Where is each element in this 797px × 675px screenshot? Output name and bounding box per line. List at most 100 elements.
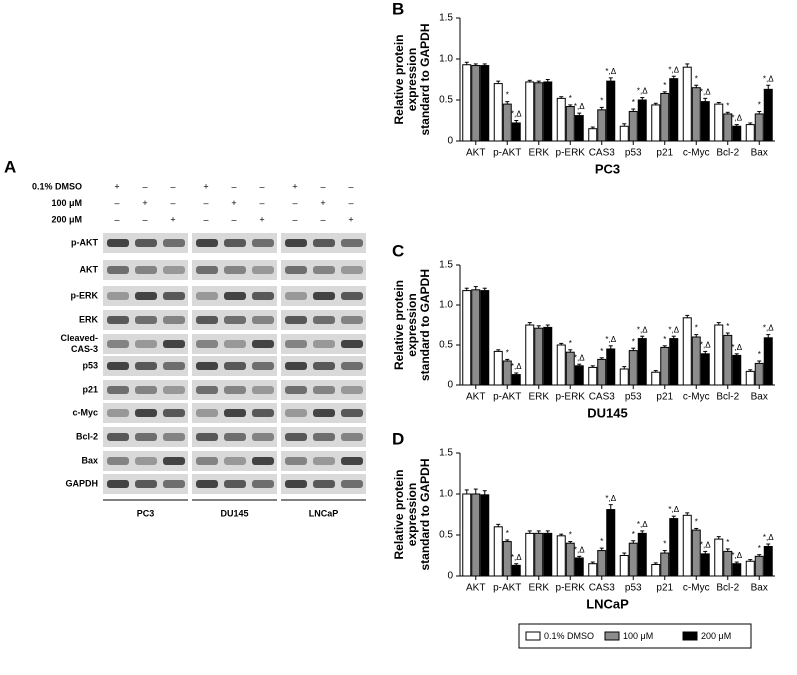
bar [754,362,764,386]
x-tick-label: CAS3 [589,148,616,159]
bar [480,290,490,386]
blot-band [135,480,157,488]
x-tick-label: p53 [625,148,642,159]
bar [606,348,616,386]
bar [637,338,647,386]
bar [534,327,544,386]
bar [732,354,742,386]
x-tick-label: p-ERK [556,148,586,159]
bar [597,550,607,577]
blot-band [252,362,274,370]
significance-mark: *,Δ [511,553,522,562]
bar [714,324,724,386]
treatment-mark: – [203,198,208,208]
significance-mark: * [506,349,509,358]
blot-band [313,457,335,465]
blot-band [163,316,185,324]
significance-mark: *,Δ [637,520,648,529]
treatment-mark: + [170,214,175,224]
blot-band [341,457,363,465]
bar [543,81,553,142]
significance-mark: * [695,74,698,83]
blot-band [252,292,274,300]
blot-band [252,480,274,488]
bar [669,518,679,577]
treatment-mark: + [320,198,325,208]
y-axis-label: Relative protein [392,280,406,370]
cell-line-label: DU145 [220,508,248,518]
blot-band [163,457,185,465]
x-tick-label: p-ERK [556,392,586,403]
significance-mark: * [600,96,603,105]
x-tick-label: Bax [751,392,768,403]
bar [682,66,692,142]
protein-label: Cleaved- [60,333,98,343]
blot-band [252,457,274,465]
bar [691,529,701,577]
blot-band [341,386,363,394]
y-tick-label: 1.5 [439,13,453,24]
bar [619,368,629,386]
blot-band [135,239,157,247]
bar [471,493,481,577]
blot-band [107,292,129,300]
significance-mark: * [726,322,729,331]
blot-band [196,480,218,488]
significance-mark: * [695,518,698,527]
significance-mark: *,Δ [668,65,679,74]
blot-band [285,480,307,488]
treatment-mark: – [292,198,297,208]
bar [619,555,629,577]
bar [682,514,692,577]
blot-band [196,292,218,300]
bar [588,563,598,577]
bar [606,509,616,577]
protein-label: Bcl-2 [76,431,98,441]
bar [637,99,647,142]
x-tick-label: Bcl-2 [716,392,739,403]
blot-band [196,386,218,394]
x-tick-label: c-Myc [683,148,710,159]
bar [534,532,544,577]
blot-band [107,316,129,324]
significance-mark: *,Δ [668,325,679,334]
significance-mark: *,Δ [763,74,774,83]
significance-mark: *,Δ [605,67,616,76]
blot-band [285,433,307,441]
treatment-mark: – [292,214,297,224]
protein-label: CAS-3 [71,344,98,354]
significance-mark: * [726,101,729,110]
blot-band [135,386,157,394]
bar [754,555,764,577]
treatment-mark: – [231,214,236,224]
blot-band [224,362,246,370]
y-axis-label: standard to GAPDH [418,269,432,381]
y-tick-label: 0.5 [439,530,453,541]
x-tick-label: p53 [625,583,642,594]
x-tick-label: CAS3 [589,583,616,594]
significance-mark: * [569,531,572,540]
blot-band [285,316,307,324]
x-tick-label: c-Myc [683,583,710,594]
blot-band [163,433,185,441]
x-tick-label: CAS3 [589,392,616,403]
panel-label: B [392,0,404,18]
treatment-mark: – [170,198,175,208]
blot-band [224,409,246,417]
treatment-mark: – [231,181,236,191]
bar [525,324,535,386]
bar [493,83,503,142]
blot-band [285,362,307,370]
bar [763,337,773,386]
bar [574,557,584,577]
significance-mark: *,Δ [763,324,774,333]
significance-mark: * [663,335,666,344]
treatment-label: 100 μM [51,198,82,208]
significance-mark: *,Δ [668,505,679,514]
bar [714,103,724,142]
bar [651,371,661,386]
blot-band [341,409,363,417]
protein-label: GAPDH [65,478,98,488]
bar [628,350,638,386]
x-tick-label: c-Myc [683,392,710,403]
